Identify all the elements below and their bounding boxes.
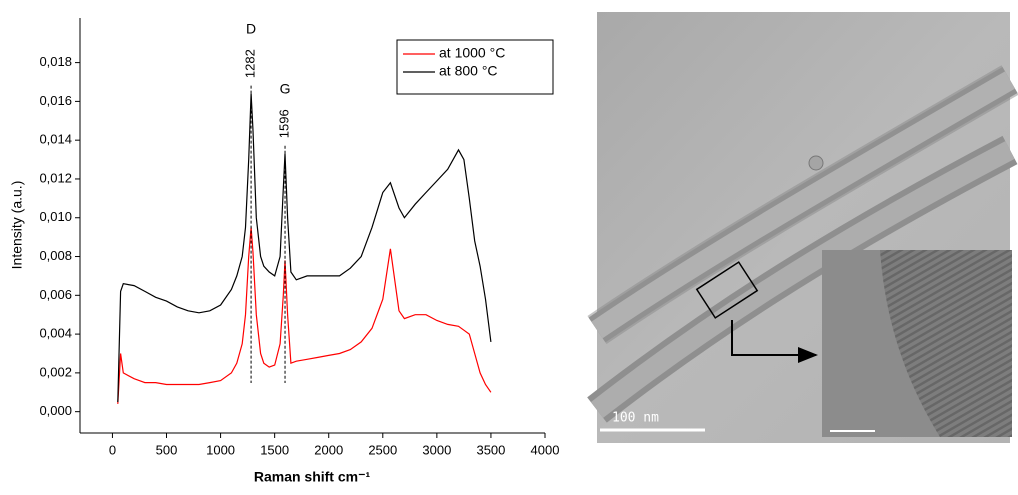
tem-image: 100 nm [587,12,1018,443]
y-tick-label: 0,012 [39,170,72,185]
nanotube-core [591,71,1016,339]
legend-box [396,39,554,95]
particle [808,155,824,171]
x-tick-label: 0 [109,442,116,457]
y-tick-label: 0,010 [39,209,72,224]
legend-label: at 800 °C [439,63,498,79]
raman-chart: Intensity (a.u.) Raman shift cm⁻¹ 0,000 0… [9,18,560,485]
x-tick-label: 2500 [368,442,397,457]
series-line [117,227,492,404]
y-tick-label: 0,014 [39,132,72,147]
x-tick-label: 500 [156,442,178,457]
x-tick-label: 3500 [476,442,505,457]
y-tick-label: 0,002 [39,364,72,379]
arrow [731,320,818,363]
y-tick-label: 0,018 [39,54,72,69]
x-tick-label: 1000 [206,442,235,457]
series-line [117,93,492,403]
y-tick-label: 0,016 [39,93,72,108]
legend-label: at 1000 °C [439,45,505,61]
nanotube-core [590,141,1015,418]
x-tick-label: 2000 [314,442,343,457]
x-tick-label: 3000 [422,442,451,457]
x-tick-label: 1500 [260,442,289,457]
inset-tube [880,250,1012,437]
y-tick-label: 0,006 [39,287,72,302]
scale-bar-label: 100 nm [612,411,659,426]
peak-position: 1282 [243,49,258,78]
peak-label: G [280,80,291,96]
peak-label: D [246,20,256,36]
y-tick-label: 0,000 [39,403,72,418]
x-axis-label: Raman shift cm⁻¹ [254,469,371,485]
y-tick-label: 0,004 [39,326,72,341]
peak-position: 1596 [276,109,291,138]
x-tick-label: 4000 [531,442,560,457]
y-tick-label: 0,008 [39,248,72,263]
y-axis-label: Intensity (a.u.) [9,181,25,270]
selection-box [695,261,759,319]
